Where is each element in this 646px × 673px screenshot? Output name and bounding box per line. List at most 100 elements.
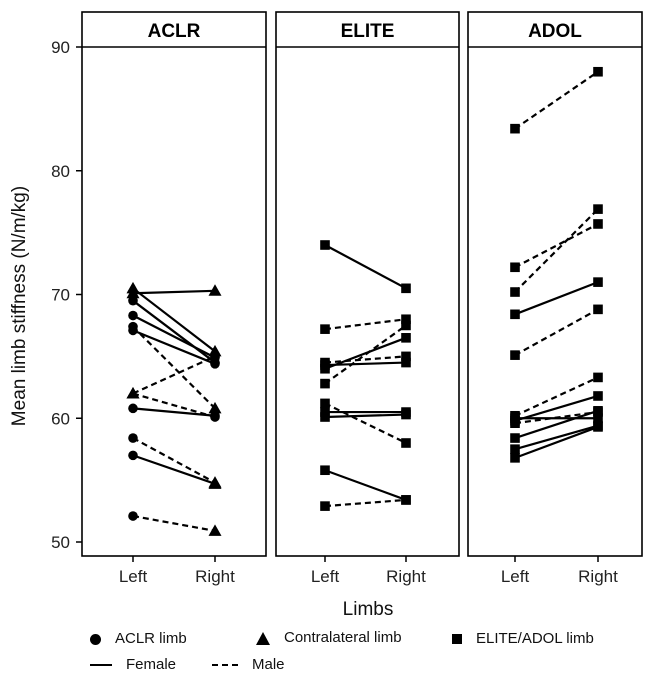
series-line-adol-11 xyxy=(514,410,599,425)
data-point-aclr-3-left xyxy=(128,310,138,321)
y-tick-label-60: 60 xyxy=(51,409,70,428)
series-line-adol-3 xyxy=(514,409,599,440)
data-point-elite-4-right xyxy=(401,409,411,420)
solid-line-icon xyxy=(90,664,112,667)
series-line-adol-4 xyxy=(514,424,599,451)
legend-female: Female xyxy=(90,656,176,673)
series-line-adol-2 xyxy=(514,394,599,422)
data-point-elite-3-left xyxy=(320,407,330,417)
data-point-adol-0-left xyxy=(510,309,520,320)
data-point-aclr-6-left xyxy=(128,450,138,461)
y-tick-label-90: 90 xyxy=(51,38,70,57)
data-point-adol-8-left xyxy=(510,287,520,297)
data-point-aclr-7-left xyxy=(128,321,138,332)
data-point-adol-3-left xyxy=(510,433,520,443)
series-line-aclr-5 xyxy=(132,407,216,417)
data-point-adol-11-left xyxy=(510,418,520,428)
data-point-adol-10-right xyxy=(593,372,603,383)
x-tick-label-aclr-right: Right xyxy=(195,567,235,586)
data-point-aclr-9-right xyxy=(210,412,220,422)
x-tick-label-aclr-left: Left xyxy=(119,567,148,586)
data-point-elite-6-right xyxy=(401,314,411,325)
data-point-adol-9-right xyxy=(593,304,603,315)
data-point-elite-7-right xyxy=(401,351,411,362)
data-point-elite-9-left xyxy=(320,398,330,409)
series-line-aclr-9 xyxy=(132,392,216,419)
circle-marker-icon xyxy=(90,633,101,645)
series-line-adol-6 xyxy=(514,70,599,130)
panel-frame-adol xyxy=(467,11,643,557)
series-line-aclr-4 xyxy=(132,329,216,365)
data-point-aclr-2-left xyxy=(128,295,138,306)
series-line-elite-9 xyxy=(324,402,407,444)
series-line-elite-4 xyxy=(324,413,407,419)
data-point-adol-8-right xyxy=(593,204,603,214)
panel-frame-elite xyxy=(275,11,460,557)
legend-contralateral-limb: Contralateral limb xyxy=(256,629,402,646)
series-line-aclr-8 xyxy=(132,355,216,395)
data-point-aclr-8-right xyxy=(210,351,220,362)
legend-label-elite-adol-limb: ELITE/ADOL limb xyxy=(476,630,594,647)
data-point-aclr-7-right xyxy=(208,401,222,414)
series-line-elite-8 xyxy=(324,324,407,385)
data-point-elite-1-right xyxy=(401,357,411,368)
y-axis-label: Mean limb stiffness (N/m/kg) xyxy=(9,186,30,426)
panel-frame-aclr xyxy=(81,11,267,557)
data-point-adol-11-right xyxy=(593,407,603,417)
data-point-adol-1-right xyxy=(593,413,603,424)
data-point-adol-6-right xyxy=(593,66,603,77)
data-point-elite-10-left xyxy=(320,501,330,511)
y-tick-label-50: 50 xyxy=(51,533,70,552)
panel-title-adol: ADOL xyxy=(528,21,582,42)
square-marker-icon xyxy=(452,634,462,645)
data-point-adol-0-right xyxy=(593,277,603,287)
series-line-aclr-6 xyxy=(132,454,216,485)
series-line-adol-5 xyxy=(514,425,599,459)
series-line-aclr-3 xyxy=(132,314,216,359)
data-point-aclr-10-left xyxy=(128,433,138,443)
data-point-adol-5-right xyxy=(593,422,603,432)
data-point-elite-2-right xyxy=(401,333,411,343)
data-point-aclr-10-right xyxy=(208,476,222,488)
data-point-adol-2-right xyxy=(593,391,603,401)
data-point-aclr-5-left xyxy=(128,403,138,414)
data-point-elite-7-left xyxy=(320,357,330,368)
series-line-elite-7 xyxy=(324,355,407,364)
data-point-elite-0-right xyxy=(401,283,411,294)
legend-label-contralateral-limb: Contralateral limb xyxy=(284,629,402,646)
series-line-aclr-1 xyxy=(132,287,216,353)
data-point-elite-10-right xyxy=(401,495,411,505)
legend-label-aclr-limb: ACLR limb xyxy=(115,630,187,647)
data-point-elite-9-right xyxy=(401,438,411,448)
panel-title-elite: ELITE xyxy=(341,21,395,42)
legend-label-male: Male xyxy=(252,656,285,673)
data-point-aclr-4-right xyxy=(210,359,220,369)
series-line-elite-5 xyxy=(324,469,407,501)
legend-aclr-limb: ACLR limb xyxy=(90,630,187,647)
series-line-adol-10 xyxy=(514,376,599,417)
series-line-adol-7 xyxy=(514,222,599,269)
series-line-elite-0 xyxy=(324,244,407,290)
data-point-elite-8-left xyxy=(320,378,330,389)
series-line-aclr-2 xyxy=(132,299,216,364)
data-point-adol-9-left xyxy=(510,350,520,360)
series-line-elite-6 xyxy=(324,318,407,331)
series-line-adol-0 xyxy=(514,281,599,316)
series-line-elite-10 xyxy=(324,498,407,508)
series-line-aclr-10 xyxy=(132,437,216,484)
legend-label-female: Female xyxy=(126,656,177,673)
y-tick-label-80: 80 xyxy=(51,162,70,181)
series-line-adol-9 xyxy=(514,308,599,357)
data-point-aclr-11-left xyxy=(128,511,138,521)
data-point-aclr-11-right xyxy=(208,524,222,536)
dashed-line-icon xyxy=(212,664,238,667)
y-tick-label-70: 70 xyxy=(51,286,70,305)
data-point-aclr-9-left xyxy=(126,387,140,399)
legend-elite-adol-limb: ELITE/ADOL limb xyxy=(452,630,594,647)
x-tick-label-elite-left: Left xyxy=(311,567,340,586)
data-point-aclr-0-right xyxy=(208,284,222,296)
triangle-marker-icon xyxy=(256,631,270,645)
data-point-adol-5-left xyxy=(510,453,520,463)
x-axis-label: Limbs xyxy=(343,599,394,620)
